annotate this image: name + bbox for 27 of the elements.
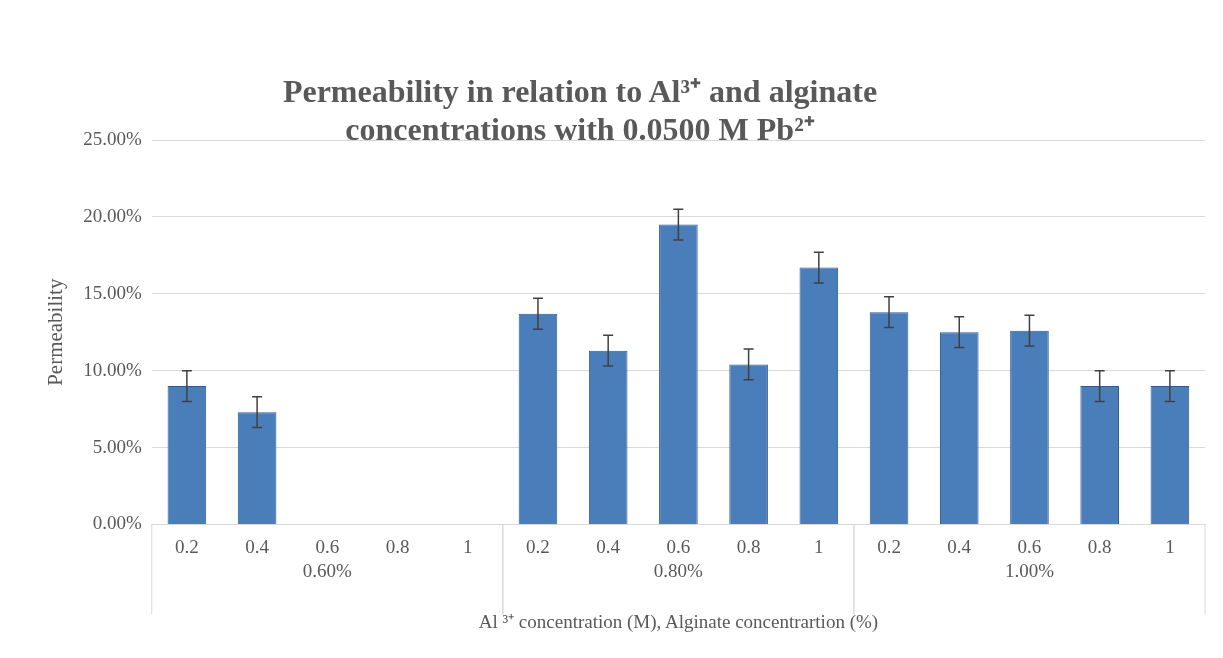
x-tick-label: 0.4	[947, 535, 972, 557]
x-tick-label: 0.2	[175, 535, 199, 557]
x-tick-label: 1	[1165, 535, 1175, 557]
x-tick-label: 0.2	[526, 535, 550, 557]
x-tick-label: 0.6	[1017, 535, 1042, 557]
y-tick-label: 25.00%	[83, 127, 142, 149]
chart-title: Permeability in relation to Al³⁺ and alginate concentrations with 0.0500 M Pb²⁺	[281, 72, 879, 148]
y-tick-label: 20.00%	[83, 204, 142, 226]
y-tick-label: 15.00%	[83, 281, 142, 303]
x-axis-title: Al ³⁺ concentration (M), Alginate concentrartion (%)	[478, 610, 879, 633]
x-tick-label: 0.4	[596, 535, 621, 557]
x-tick-label: 0.6	[666, 535, 691, 557]
y-tick-label: 10.00%	[83, 358, 142, 380]
text: 0.80%	[653, 560, 704, 582]
y-axis-title: Permeability	[43, 278, 68, 386]
x-tick-label: 0.8	[736, 535, 761, 557]
x-tick-label: 1	[814, 535, 824, 557]
y-tick-label: 0.00%	[92, 512, 142, 534]
text: 1.00%	[1004, 560, 1055, 582]
x-tick-label: 0.8	[1087, 535, 1112, 557]
text: 0.60%	[302, 560, 353, 582]
x-tick-label: 0.4	[245, 535, 270, 557]
x-tick-label: 0.8	[385, 535, 410, 557]
x-tick-label: 0.2	[877, 535, 901, 557]
y-tick-label: 5.00%	[92, 435, 142, 457]
x-tick-label: 1	[462, 535, 473, 557]
x-tick-label: 0.6	[315, 535, 340, 557]
